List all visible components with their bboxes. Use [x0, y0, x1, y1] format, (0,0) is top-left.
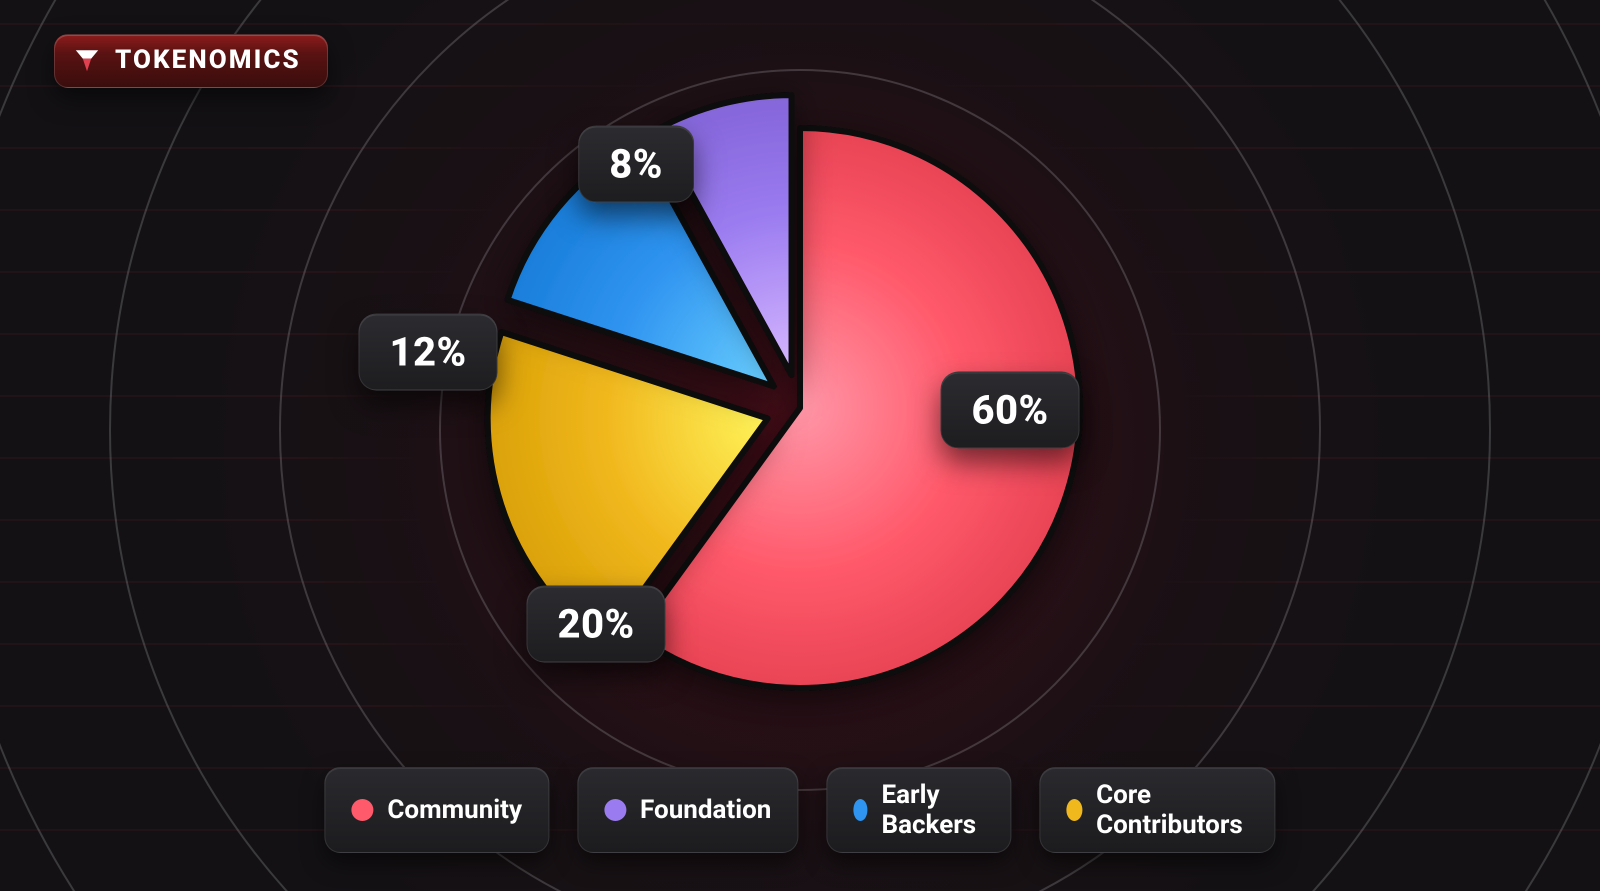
swatch-community: [351, 799, 373, 821]
pill-foundation: 8%: [578, 126, 694, 203]
title-badge: TOKENOMICS: [54, 34, 328, 88]
swatch-core: [1066, 799, 1082, 821]
legend: Community Foundation Early Backers Core …: [324, 767, 1275, 853]
tokenomics-card: TOKENOMICS 60% 20% 12% 8% Community Foun…: [0, 0, 1600, 891]
legend-label-core: Core Contributors: [1096, 780, 1249, 840]
pill-core: 20%: [527, 586, 666, 663]
title-text: TOKENOMICS: [115, 45, 301, 75]
legend-item-foundation: Foundation: [577, 767, 798, 853]
legend-label-early: Early Backers: [882, 780, 984, 840]
legend-label-foundation: Foundation: [640, 795, 771, 825]
pill-community: 60%: [941, 372, 1080, 449]
swatch-early: [853, 799, 867, 821]
legend-label-community: Community: [387, 795, 522, 825]
logo-icon: [73, 46, 101, 74]
legend-item-community: Community: [324, 767, 549, 853]
pill-early: 12%: [359, 314, 498, 391]
legend-item-core: Core Contributors: [1039, 767, 1276, 853]
swatch-foundation: [604, 799, 626, 821]
legend-item-early: Early Backers: [826, 767, 1011, 853]
